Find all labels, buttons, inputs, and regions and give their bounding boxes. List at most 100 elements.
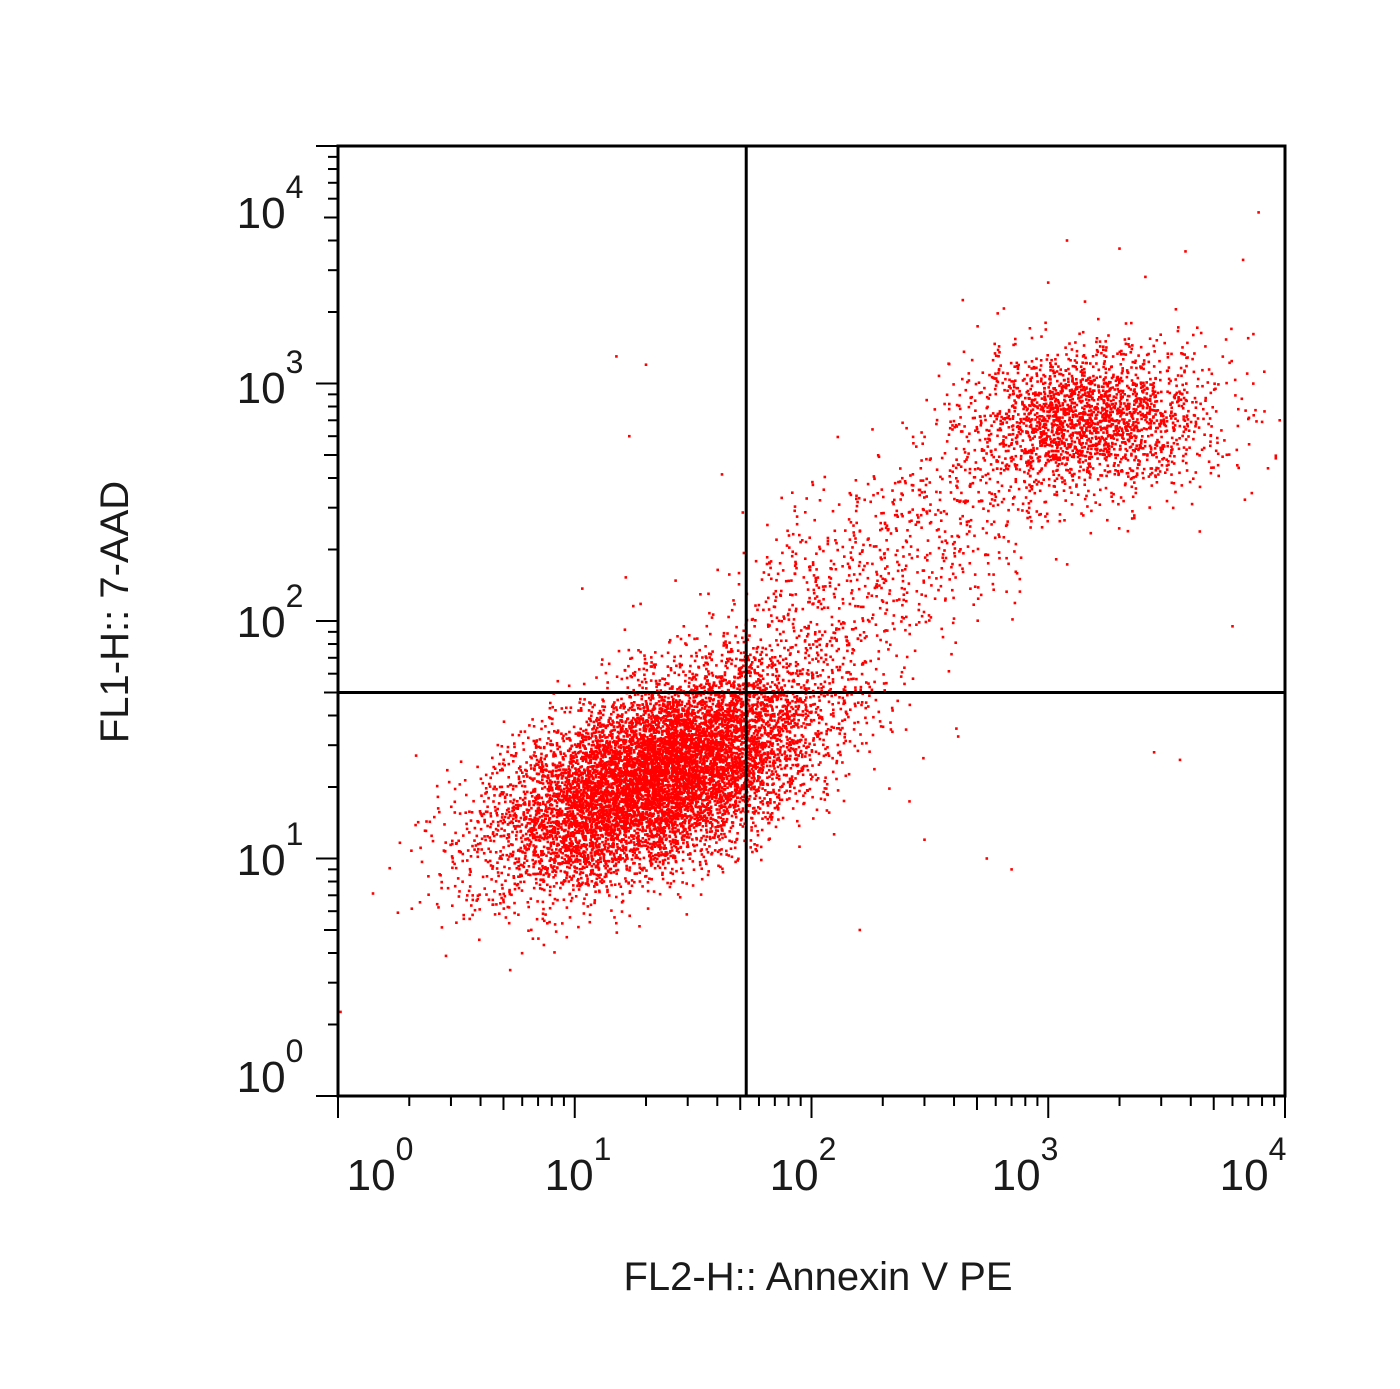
data-point <box>604 861 607 864</box>
data-point <box>465 827 469 831</box>
data-point <box>753 785 756 789</box>
data-point <box>680 836 684 839</box>
data-point <box>676 847 680 850</box>
data-point <box>652 843 656 846</box>
data-point <box>604 839 608 843</box>
data-point <box>758 796 762 800</box>
data-point <box>630 724 634 727</box>
data-point <box>472 799 475 803</box>
data-point <box>705 828 708 832</box>
data-point <box>520 951 524 955</box>
data-point <box>542 845 546 849</box>
data-point <box>724 810 727 813</box>
data-point <box>765 764 769 768</box>
data-point <box>752 732 756 735</box>
data-point <box>557 780 560 784</box>
data-point <box>580 755 584 759</box>
data-point <box>731 697 735 701</box>
data-point <box>507 833 511 836</box>
data-point <box>706 663 709 666</box>
data-point <box>763 729 767 732</box>
data-point <box>643 654 646 657</box>
data-point <box>759 783 762 786</box>
data-point <box>506 785 510 788</box>
data-point <box>546 810 549 814</box>
data-point <box>714 743 718 746</box>
data-point <box>794 777 797 780</box>
data-point <box>593 787 596 790</box>
data-point <box>612 707 615 710</box>
data-point <box>817 732 821 736</box>
data-point <box>807 654 811 657</box>
data-point <box>629 752 633 755</box>
data-point <box>575 823 579 827</box>
data-point <box>670 737 674 740</box>
data-point <box>622 807 626 811</box>
data-point <box>805 672 809 675</box>
data-point <box>908 800 911 803</box>
data-point <box>728 681 731 685</box>
data-point <box>633 843 636 847</box>
data-point <box>535 831 539 835</box>
data-point <box>530 830 533 834</box>
data-point <box>582 912 586 915</box>
data-point <box>492 834 496 838</box>
data-point <box>721 867 724 871</box>
data-point <box>720 819 724 823</box>
data-point <box>714 826 717 829</box>
data-point <box>705 700 708 704</box>
data-point <box>731 713 735 716</box>
data-point <box>539 870 542 874</box>
data-point <box>706 739 709 742</box>
data-point <box>473 826 477 830</box>
data-point <box>698 761 702 764</box>
data-point <box>619 738 623 742</box>
data-point <box>512 798 516 802</box>
data-point <box>569 834 572 838</box>
data-point <box>685 747 688 751</box>
data-point <box>558 768 562 771</box>
data-point <box>524 825 528 829</box>
data-point <box>669 882 673 885</box>
data-point <box>591 858 595 861</box>
data-point <box>535 881 538 885</box>
data-point <box>627 829 630 833</box>
data-point <box>597 848 600 852</box>
data-point <box>556 814 559 817</box>
data-point <box>603 724 607 728</box>
data-point <box>760 718 764 722</box>
data-point <box>636 761 639 765</box>
data-point <box>588 701 591 704</box>
data-point <box>668 732 672 736</box>
data-point <box>691 801 694 805</box>
data-point <box>673 844 676 848</box>
data-point <box>517 804 521 807</box>
data-point <box>634 725 637 728</box>
data-point <box>652 828 656 831</box>
data-point <box>819 709 823 712</box>
data-point <box>623 730 626 733</box>
data-point <box>517 857 521 860</box>
data-point <box>696 711 700 714</box>
data-point <box>628 793 632 797</box>
data-point <box>563 797 566 800</box>
data-point <box>688 712 691 715</box>
data-point <box>604 766 608 770</box>
data-point <box>699 683 703 687</box>
data-point <box>533 861 537 865</box>
data-point <box>759 845 763 849</box>
data-point <box>631 737 635 741</box>
data-point <box>543 775 547 778</box>
data-point <box>766 776 769 779</box>
data-point <box>667 826 671 829</box>
data-point <box>774 674 778 678</box>
data-point <box>621 809 625 813</box>
data-point <box>732 709 736 713</box>
data-point <box>468 917 471 921</box>
data-point <box>606 686 609 690</box>
data-point <box>523 844 526 847</box>
data-point <box>761 802 765 806</box>
data-point <box>568 866 571 870</box>
data-point <box>652 726 656 730</box>
data-point <box>508 867 511 870</box>
